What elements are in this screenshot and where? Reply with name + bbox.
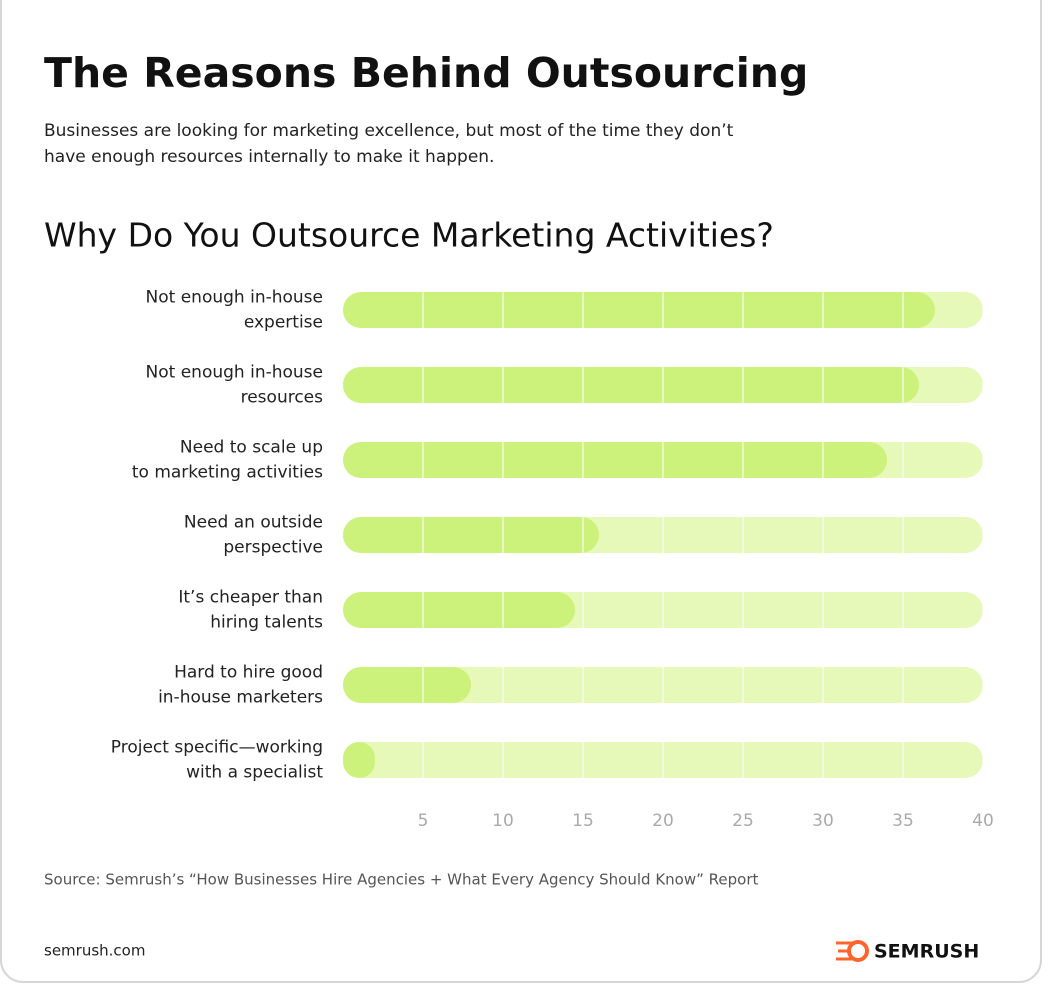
x-tick-label: 30	[812, 811, 834, 831]
bar	[343, 367, 919, 403]
bar	[343, 667, 471, 703]
bar	[343, 517, 599, 553]
x-tick-label: 15	[572, 811, 594, 831]
category-label: Need to scale up to marketing activities	[132, 438, 323, 483]
x-tick-label: 20	[652, 811, 674, 831]
category-label: Project specific—working with a specialis…	[111, 738, 324, 783]
site: semrush.com	[44, 942, 145, 960]
page-title: The Reasons Behind Outsourcing	[44, 49, 808, 97]
x-tick-label: 25	[732, 811, 754, 831]
bar	[343, 292, 935, 328]
brand: SEMRUSH	[874, 941, 979, 963]
bar	[343, 442, 887, 478]
subtitle-line: Businesses are looking for marketing exc…	[44, 121, 734, 141]
x-tick-label: 10	[492, 811, 514, 831]
x-tick-label: 5	[418, 811, 429, 831]
chart-title: Why Do You Outsource Marketing Activitie…	[44, 216, 774, 255]
category-label: Need an outside perspective	[184, 513, 323, 558]
bar	[343, 592, 575, 628]
bar	[343, 742, 375, 778]
source: Source: Semrush’s “How Businesses Hire A…	[44, 871, 758, 889]
category-label: Not enough in-house resources	[146, 363, 324, 408]
x-tick-label: 35	[892, 811, 914, 831]
category-label: Hard to hire good in-house marketers	[158, 663, 323, 708]
subtitle-line: have enough resources internally to make…	[44, 147, 494, 167]
category-label: It’s cheaper than hiring talents	[178, 588, 323, 633]
logo-icon	[836, 940, 869, 962]
x-tick-label: 40	[972, 811, 994, 831]
category-label: Not enough in-house expertise	[146, 288, 323, 333]
